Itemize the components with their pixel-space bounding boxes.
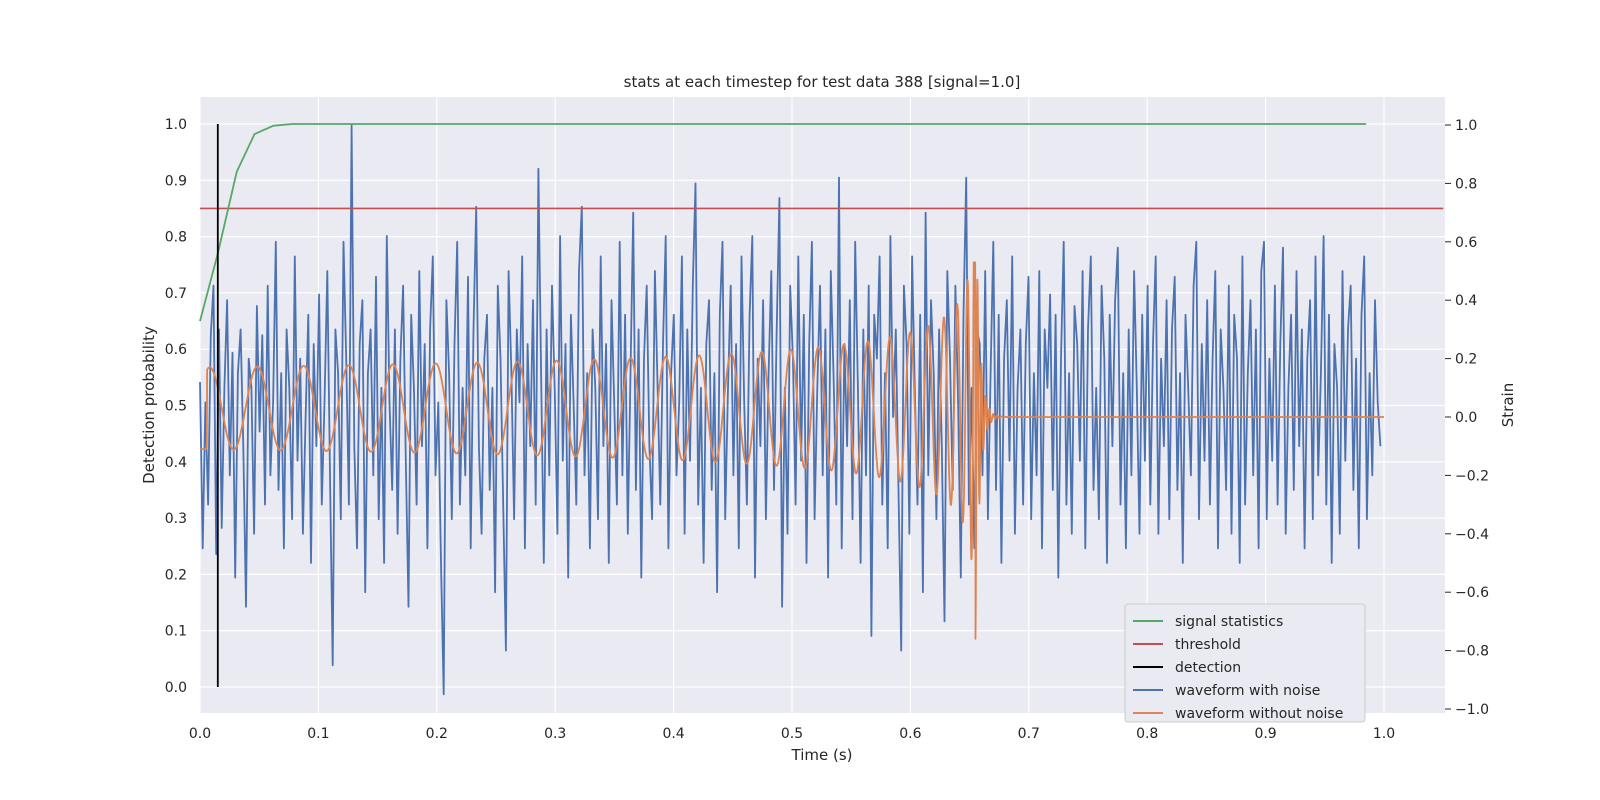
y-tick-label-right: 1.0 [1455, 118, 1477, 134]
x-tick-label: 0.4 [662, 726, 684, 742]
y-tick-label-left: 0.9 [165, 173, 187, 189]
x-tick-label: 0.6 [899, 726, 921, 742]
y-tick-label-left: 0.5 [165, 399, 187, 415]
y-tick-label-left: 0.4 [165, 455, 187, 471]
series-layer [199, 123, 1444, 696]
x-tick-label: 0.8 [1136, 726, 1158, 742]
legend-label-waveform-without-noise: waveform without noise [1175, 706, 1343, 722]
x-ticks: 0.0 0.1 0.2 0.3 0.4 0.5 0.6 0.7 0.8 0.9 1.0 [189, 726, 1395, 742]
legend-label-signal-statistics: signal statistics [1175, 614, 1283, 630]
y-tick-label-left: 0.6 [165, 342, 187, 358]
y-tick-label-left: 0.2 [165, 567, 187, 583]
x-tick-label: 0.3 [544, 726, 566, 742]
y-tick-label-right: −0.2 [1455, 468, 1489, 484]
y-tick-label-left: 0.7 [165, 286, 187, 302]
y-tick-label-right: 0.8 [1455, 176, 1477, 192]
y-tick-label-right: 0.2 [1455, 352, 1477, 368]
y-tick-label-left: 0.1 [165, 624, 187, 640]
y-ticks-right: −1.0 −0.8 −0.6 −0.4 −0.2 0.0 0.2 0.4 0.6 0.8 1.0 [1445, 118, 1489, 718]
y-tick-label-right: −0.6 [1455, 585, 1489, 601]
y-tick-label-right: 0.4 [1455, 293, 1477, 309]
x-tick-label: 0.1 [307, 726, 329, 742]
x-tick-label: 0.9 [1254, 726, 1276, 742]
y-tick-label-left: 1.0 [165, 117, 187, 133]
x-axis-label: Time (s) [791, 746, 853, 764]
y-tick-label-left: 0.0 [165, 680, 187, 696]
legend-label-threshold: threshold [1175, 637, 1241, 653]
x-tick-label: 1.0 [1373, 726, 1395, 742]
x-tick-label: 0.0 [189, 726, 211, 742]
x-tick-label: 0.5 [781, 726, 803, 742]
y-tick-label-right: −1.0 [1455, 702, 1489, 718]
y-tick-label-right: −0.4 [1455, 527, 1489, 543]
legend-label-waveform-with-noise: waveform with noise [1175, 683, 1320, 699]
y-tick-label-left: 0.3 [165, 511, 187, 527]
y-tick-label-right: −0.8 [1455, 644, 1489, 660]
legend-label-detection: detection [1175, 660, 1241, 676]
chart-title: stats at each timestep for test data 388… [624, 73, 1021, 91]
y-ticks-left: 0.0 0.1 0.2 0.3 0.4 0.5 0.6 0.7 0.8 0.9 1.0 [165, 117, 187, 696]
x-tick-label: 0.2 [426, 726, 448, 742]
y-axis-label-left: Detection probability [140, 326, 158, 484]
series-line-waveform-with-noise [199, 124, 1382, 696]
series-line-signal-statistics [199, 123, 1367, 322]
y-tick-label-left: 0.8 [165, 230, 187, 246]
series-line-waveform-without-noise [199, 261, 1385, 640]
y-tick-label-right: 0.0 [1455, 410, 1477, 426]
y-tick-label-right: 0.6 [1455, 235, 1477, 251]
x-tick-label: 0.7 [1018, 726, 1040, 742]
legend: signal statistics threshold detection wavef… [1124, 603, 1366, 723]
legend-box [1124, 603, 1366, 723]
y-axis-label-right: Strain [1499, 383, 1517, 427]
